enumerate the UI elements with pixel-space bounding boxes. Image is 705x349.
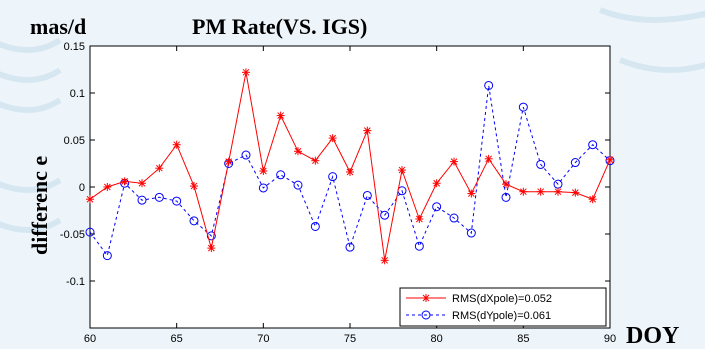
- data-point: [432, 179, 441, 188]
- x-axis: 60 65 70 75 80 85 90: [84, 46, 616, 345]
- data-point: [241, 150, 251, 160]
- data-point: [570, 158, 580, 168]
- x-tick-label: 75: [344, 333, 356, 345]
- data-point: [172, 140, 181, 149]
- legend-marker-star: [422, 294, 430, 302]
- data-point: [398, 166, 406, 175]
- data-point: [137, 195, 147, 205]
- x-tick-label: 70: [257, 333, 269, 345]
- data-point: [224, 157, 233, 166]
- legend-marker-dypole: [421, 310, 431, 320]
- data-point: [571, 188, 580, 197]
- legend-box: [399, 287, 607, 327]
- data-point: [606, 155, 614, 164]
- chart-title: PM Rate(VS. IGS): [192, 14, 367, 39]
- legend-marker-dxpole: [422, 294, 430, 302]
- data-point: [259, 167, 268, 176]
- data-point: [536, 159, 546, 169]
- x-tick-label: 85: [517, 333, 529, 345]
- data-point: [138, 179, 146, 188]
- data-point: [484, 80, 494, 90]
- data-point: [310, 221, 320, 231]
- data-point: [207, 244, 216, 253]
- data-point: [86, 195, 94, 204]
- y-axis-label: differenc e: [27, 156, 52, 255]
- data-point: [276, 111, 285, 120]
- data-point: [363, 126, 372, 135]
- legend: RMS(dXpole)=0.052 RMS(dYpole)=0.061: [399, 287, 607, 327]
- data-point: [155, 164, 164, 173]
- data-point: [449, 213, 459, 223]
- data-point: [276, 170, 286, 180]
- data-point: [467, 189, 476, 198]
- data-point: [206, 231, 216, 241]
- y-axis: 0.15 0.1 0.05 0 -0.05 -0.1: [60, 41, 610, 288]
- y-tick-label: 0.05: [64, 135, 85, 147]
- data-point: [362, 190, 372, 200]
- data-point: [466, 228, 476, 238]
- data-point: [103, 183, 112, 191]
- x-tick-label: 60: [84, 333, 96, 345]
- y-tick-label: -0.1: [66, 276, 85, 288]
- series-dxpole: [86, 68, 614, 265]
- data-point: [380, 210, 390, 220]
- data-point: [415, 214, 424, 223]
- legend-label-dypole: RMS(dYpole)=0.061: [452, 310, 551, 322]
- data-point: [432, 202, 442, 212]
- plot-area: [89, 45, 611, 329]
- data-point: [154, 192, 164, 202]
- series-layer: [85, 68, 615, 265]
- data-point: [588, 195, 597, 204]
- data-point: [328, 134, 337, 143]
- data-point: [536, 187, 545, 196]
- data-point: [414, 241, 424, 251]
- data-point: [102, 251, 112, 261]
- y-tick-label: 0.15: [64, 41, 85, 53]
- data-point: [450, 157, 458, 166]
- x-tick-label: 90: [604, 333, 616, 345]
- data-point: [501, 192, 511, 202]
- data-point: [380, 256, 389, 265]
- legend-label-dxpole: RMS(dXpole)=0.052: [452, 293, 552, 305]
- data-point: [484, 154, 493, 163]
- data-point: [172, 196, 182, 206]
- data-point: [519, 187, 528, 196]
- data-point: [518, 102, 528, 112]
- data-point: [328, 172, 338, 182]
- data-point: [258, 183, 268, 193]
- x-axis-label: DOY: [626, 323, 679, 349]
- data-point: [189, 216, 199, 226]
- y-tick-label: 0.1: [70, 88, 85, 100]
- legend-marker-circle: [421, 310, 431, 320]
- data-point: [554, 187, 562, 196]
- y-tick-label: -0.05: [60, 229, 85, 241]
- data-point: [346, 167, 354, 176]
- data-point: [190, 182, 198, 191]
- data-point: [120, 177, 129, 186]
- data-point: [294, 147, 302, 156]
- data-point: [588, 140, 598, 150]
- x-tick-label: 80: [431, 333, 443, 345]
- series-dypole: [85, 80, 615, 261]
- data-point: [502, 180, 510, 189]
- series-line: [89, 85, 611, 257]
- unit-label: mas/d: [30, 14, 86, 39]
- data-point: [242, 68, 250, 77]
- data-point: [345, 242, 355, 252]
- data-point: [311, 156, 320, 165]
- data-point: [85, 227, 95, 237]
- y-tick-label: 0: [79, 182, 85, 194]
- data-point: [293, 180, 303, 190]
- x-tick-label: 65: [171, 333, 183, 345]
